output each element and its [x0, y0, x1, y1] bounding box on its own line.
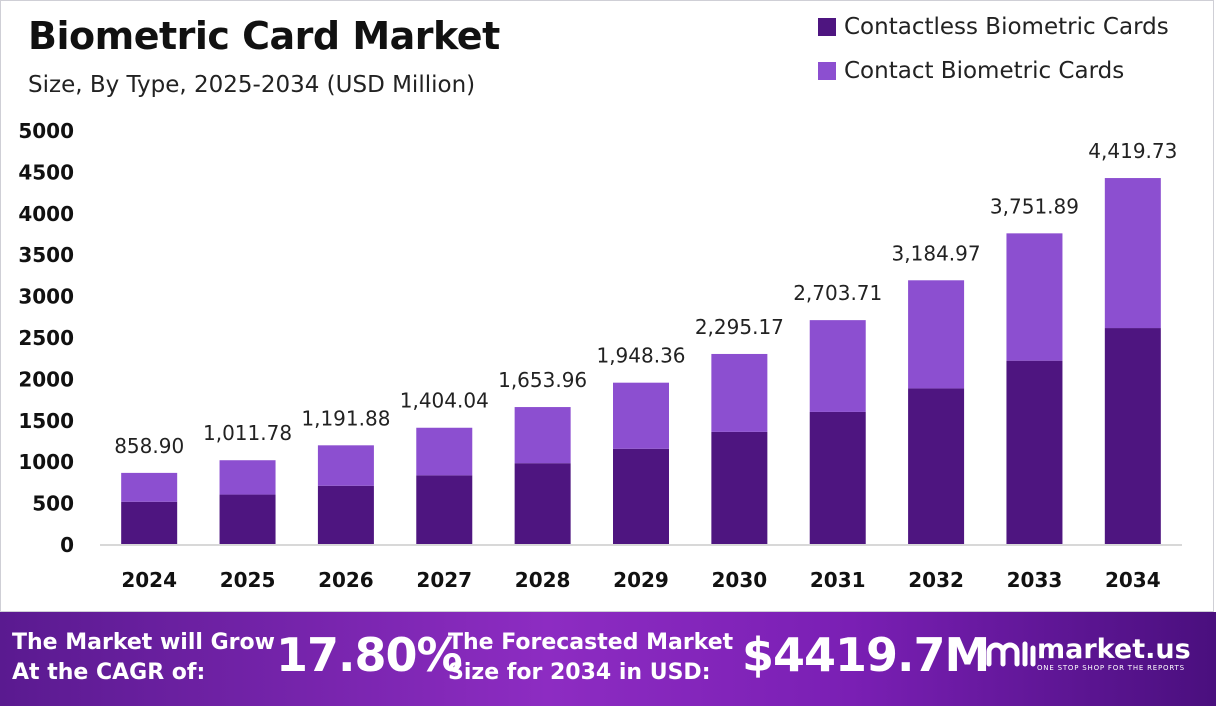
bar-total-label: 1,191.88: [301, 406, 390, 430]
chart-frame: [0, 0, 1214, 612]
x-tick-label: 2026: [318, 568, 374, 592]
x-tick-label: 2034: [1105, 568, 1161, 592]
legend: Contactless Biometric Cards Contact Biom…: [818, 12, 1169, 100]
bar-total-label: 1,653.96: [498, 368, 587, 392]
y-tick-label: 4500: [18, 160, 74, 184]
chart-subtitle: Size, By Type, 2025-2034 (USD Million): [28, 72, 476, 98]
bar-contactless: [1006, 360, 1063, 544]
bar-chart: 0 500 1000 1500 2000 2500 3000 3500 4000 4500 5000…: [18, 119, 1182, 592]
bar-contactless: [514, 463, 571, 544]
y-tick-label: 1000: [18, 450, 74, 474]
x-tick-label: 2025: [220, 568, 276, 592]
x-tick-label: 2029: [613, 568, 669, 592]
y-tick-label: 2500: [18, 326, 74, 350]
x-tick-label: 2024: [121, 568, 177, 592]
x-tick-label: 2032: [908, 568, 964, 592]
bar-contactless: [711, 431, 768, 544]
bar-contactless: [613, 448, 669, 544]
bar-contact: [121, 472, 178, 502]
x-tick-label: 2031: [810, 568, 866, 592]
legend-item-contact: Contact Biometric Cards: [818, 56, 1169, 86]
bar-total-label: 2,703.71: [793, 281, 882, 305]
y-tick-label: 4000: [18, 202, 74, 226]
cagr-value: 17.80%: [276, 628, 463, 682]
y-tick-label: 3000: [18, 285, 74, 309]
bar-total-label: 1,948.36: [596, 344, 685, 368]
bar-contactless: [1104, 328, 1161, 544]
bar-total-label: 4,419.73: [1088, 139, 1177, 163]
brand-text: market.us ONE STOP SHOP FOR THE REPORTS: [1037, 634, 1191, 673]
y-tick-label: 5000: [18, 119, 74, 143]
bar-contact: [1006, 233, 1063, 361]
bar-contact: [613, 382, 669, 449]
chart-title: Biometric Card Market: [28, 14, 500, 58]
bar-total-label: 1,404.04: [400, 389, 489, 413]
x-tick-label: 2027: [416, 568, 472, 592]
y-tick-label: 500: [32, 492, 74, 516]
bar-total-label: 858.90: [114, 434, 184, 458]
legend-label-contactless: Contactless Biometric Cards: [844, 14, 1169, 40]
bar-contact: [908, 280, 965, 389]
bar-total-label: 3,751.89: [990, 194, 1079, 218]
bar-total-label: 1,011.78: [203, 421, 292, 445]
bar-contactless: [416, 475, 473, 544]
bar-contactless: [908, 388, 965, 544]
bar-contactless: [121, 501, 178, 544]
cagr-label-line-1: The Market will Grow: [12, 630, 275, 655]
bar-contact: [219, 460, 276, 495]
y-tick-label: 2000: [18, 367, 74, 391]
legend-label-contact: Contact Biometric Cards: [844, 58, 1125, 84]
footer-banner: The Market will Grow At the CAGR of: 17.…: [0, 612, 1216, 706]
cagr-label-line-2: At the CAGR of:: [12, 660, 206, 685]
legend-swatch-contact: [818, 62, 836, 80]
forecast-label-line-1: The Forecasted Market: [448, 630, 734, 655]
x-tick-label: 2028: [515, 568, 571, 592]
bar-total-label: 3,184.97: [892, 241, 981, 265]
market-us-logo-icon: [986, 641, 1036, 667]
bar-contactless: [219, 494, 276, 544]
bar-contact: [317, 445, 374, 486]
forecast-value: $4419.7M: [742, 628, 990, 682]
bar-contact: [416, 427, 473, 476]
bar-contactless: [809, 411, 866, 544]
forecast-label: The Forecasted Market Size for 2034 in U…: [448, 628, 733, 688]
brand-tagline: ONE STOP SHOP FOR THE REPORTS: [1037, 664, 1185, 672]
x-tick-label: 2030: [712, 568, 768, 592]
bar-contact: [1104, 178, 1161, 329]
y-tick-label: 3500: [18, 243, 74, 267]
bar-contactless: [317, 485, 374, 544]
legend-swatch-contactless: [818, 18, 836, 36]
bar-contact: [514, 407, 571, 464]
x-tick-label: 2033: [1007, 568, 1063, 592]
bar-contact: [809, 320, 866, 412]
forecast-label-line-2: Size for 2034 in USD:: [448, 660, 711, 685]
brand-logo[interactable]: market.us ONE STOP SHOP FOR THE REPORTS: [985, 634, 1191, 674]
brand-name: market.us: [1037, 634, 1191, 665]
y-tick-label: 1500: [18, 409, 74, 433]
bar-contact: [711, 353, 768, 432]
cagr-label: The Market will Grow At the CAGR of:: [12, 628, 275, 688]
y-tick-label: 0: [60, 533, 74, 557]
legend-item-contactless: Contactless Biometric Cards: [818, 12, 1169, 42]
bar-total-label: 2,295.17: [695, 315, 784, 339]
